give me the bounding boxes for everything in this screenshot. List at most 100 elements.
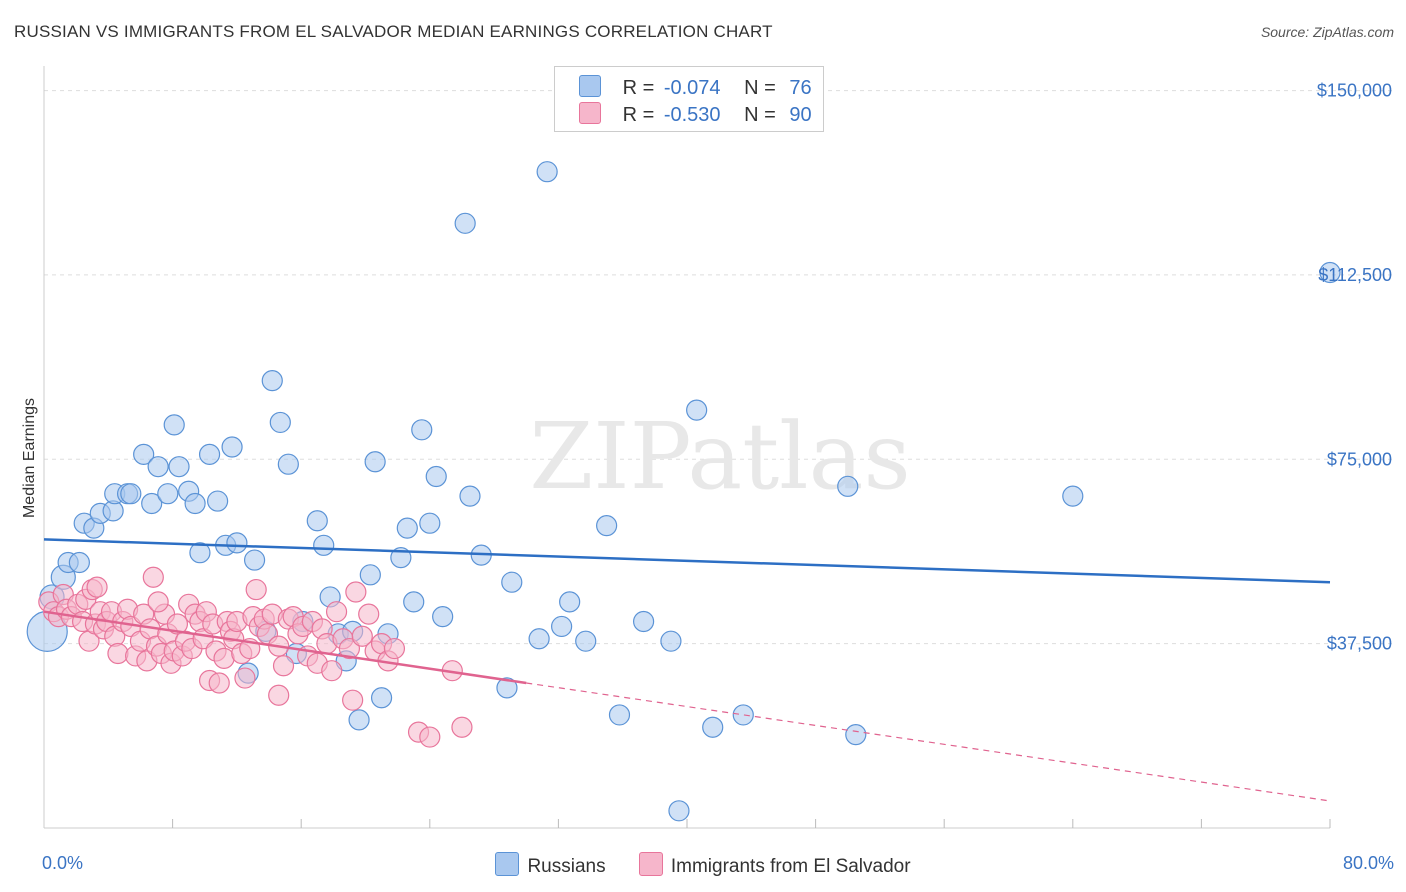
legend-swatch-russians — [495, 852, 520, 876]
legend-swatch-salvador — [579, 102, 601, 124]
russians-point — [133, 443, 155, 465]
legend-r-value: -0.074 — [663, 77, 721, 99]
stats-legend: R = -0.074 N = 76 R = -0.530 N = 90 — [554, 66, 824, 132]
salvador-point — [208, 672, 230, 694]
russians-point — [370, 687, 393, 709]
salvador-point — [86, 576, 108, 598]
russians-point — [306, 510, 328, 532]
source-note: Source: ZipAtlas.com — [1260, 24, 1394, 40]
russians-point — [168, 456, 190, 478]
y-axis-label: Median Earnings — [21, 398, 38, 518]
russians-point — [575, 630, 597, 652]
legend-n-value: 76 — [789, 77, 812, 99]
russians-point — [837, 475, 859, 497]
trend-line-salvador-extension — [526, 682, 1331, 802]
salvador-point — [107, 642, 129, 665]
russians-point — [596, 515, 618, 537]
russians-point — [608, 704, 631, 726]
legend-r-label: R = — [622, 77, 655, 99]
salvador-point — [142, 566, 164, 588]
salvador-point — [351, 625, 373, 647]
y-tick-label: $112,500 — [1318, 265, 1392, 285]
russians-point — [364, 451, 386, 473]
russians-point — [496, 677, 518, 699]
chart-title: RUSSIAN VS IMMIGRANTS FROM EL SALVADOR M… — [14, 22, 773, 41]
russians-point — [68, 551, 90, 574]
russians-point — [157, 483, 179, 505]
russians-point — [419, 512, 441, 534]
salvador-point — [325, 601, 348, 623]
legend-label-salvador: Immigrants from El Salvador — [670, 856, 911, 877]
russians-point — [536, 161, 558, 183]
russians-point — [207, 490, 229, 512]
y-tick-label: $150,000 — [1317, 81, 1392, 101]
trend-line-salvador — [43, 610, 527, 685]
russians-point — [845, 723, 867, 746]
legend-row-salvador: R = -0.530 N = 90 — [579, 102, 812, 128]
salvador-point — [213, 647, 235, 669]
russians-point — [120, 483, 142, 505]
russians-point — [1062, 485, 1084, 507]
russians-point — [668, 800, 690, 822]
salvador-point — [383, 637, 406, 660]
russians-point — [163, 414, 185, 436]
russians-point — [313, 534, 335, 556]
x-tick-label-max: 80.0% — [1343, 853, 1394, 873]
y-tick-label: $75,000 — [1327, 449, 1392, 469]
salvador-point — [358, 603, 380, 625]
legend-label-russians: Russians — [527, 856, 606, 877]
russians-point — [454, 212, 476, 234]
salvador-point — [321, 660, 343, 682]
russians-point — [243, 549, 266, 571]
russians-point — [411, 419, 433, 441]
russians-point — [269, 411, 291, 434]
russians-point — [702, 716, 724, 738]
legend-row-russians: R = -0.074 N = 76 — [579, 75, 812, 101]
salvador-point — [268, 684, 290, 706]
russians-point — [559, 591, 581, 613]
trend-lines — [43, 538, 1331, 802]
russians-point — [660, 630, 682, 652]
legend-n-value: 90 — [789, 104, 812, 126]
russians-point — [359, 564, 381, 586]
russians-point — [686, 399, 708, 421]
salvador-point — [451, 716, 473, 738]
russians-point — [226, 532, 248, 554]
russians-point — [189, 542, 211, 564]
legend-r-value: -0.530 — [663, 104, 721, 126]
russians-point — [551, 615, 573, 638]
russians-point — [184, 492, 206, 515]
legend-item-salvador: Immigrants from El Salvador — [638, 852, 911, 878]
russians-point — [141, 492, 163, 515]
legend-n-label: N = — [744, 104, 776, 126]
salvador-point — [272, 655, 295, 677]
russians-point — [632, 610, 655, 633]
salvador-point — [345, 581, 367, 603]
russians-point — [396, 517, 418, 539]
russians-point — [277, 453, 299, 475]
russians-point — [501, 571, 523, 593]
legend-swatch-russians — [579, 75, 601, 97]
russians-point — [459, 485, 481, 507]
russians-point — [425, 465, 447, 488]
russians-point — [1319, 261, 1341, 284]
y-tick-label: $37,500 — [1327, 634, 1392, 654]
russians-point — [147, 456, 169, 478]
legend-r-label: R = — [622, 104, 655, 126]
russians-point — [261, 370, 283, 392]
russians-point — [528, 628, 550, 650]
russians-point — [732, 704, 754, 726]
salvador-point — [342, 689, 364, 711]
x-minor-ticks — [172, 819, 1331, 828]
trend-line-russians — [43, 538, 1331, 584]
x-tick-label-min: 0.0% — [42, 853, 83, 873]
russians-point — [348, 709, 370, 731]
legend-n-label: N = — [744, 77, 776, 99]
russians-point — [432, 606, 454, 628]
salvador-point — [147, 591, 169, 613]
salvador-point — [419, 726, 441, 748]
russians-point — [198, 443, 221, 465]
legend-item-russians: Russians — [495, 852, 606, 878]
salvador-point — [338, 637, 361, 660]
